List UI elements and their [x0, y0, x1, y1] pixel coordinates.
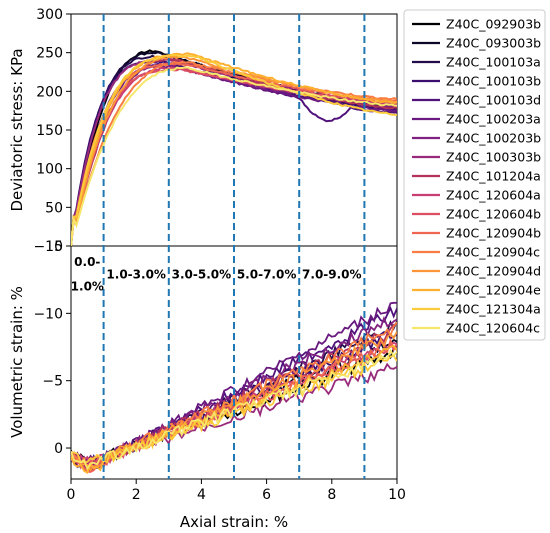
top-y-tick-label: 300 — [36, 7, 63, 23]
legend-entry-label: Z40C_092903b — [446, 17, 541, 32]
legend-entry-label: Z40C_100103d — [446, 93, 541, 108]
top-y-tick-label: 250 — [36, 46, 63, 62]
legend-entry-label: Z40C_120604b — [446, 207, 541, 222]
region-label: 1.0-3.0% — [106, 267, 166, 281]
top-y-tick-label: 200 — [36, 84, 63, 100]
legend-entry-label: Z40C_121304a — [446, 302, 541, 317]
legend-entry-label: Z40C_100103b — [446, 74, 541, 89]
legend-entry-label: Z40C_101204a — [446, 169, 541, 184]
legend-entry-label: Z40C_120904d — [446, 264, 541, 279]
bottom-y-tick-label: 0 — [54, 441, 63, 457]
region-labels: 0.0- 1.0%1.0-3.0% 3.0-5.0% 5.0-7.0% 7.0-9.0% — [71, 255, 362, 293]
legend-entry-label: Z40C_100203a — [446, 112, 541, 127]
legend-entry-label: Z40C_100303b — [446, 150, 541, 165]
legend-entry-label: Z40C_120604c — [446, 321, 540, 336]
legend-entry-label: Z40C_120904e — [446, 283, 541, 298]
top-y-tick-label: 100 — [36, 162, 63, 178]
x-tick-label: 6 — [262, 487, 271, 503]
legend-frame — [403, 9, 546, 341]
top-y-tick-label: 50 — [45, 200, 63, 216]
region-label: 5.0-7.0% — [237, 267, 297, 281]
strain-boundary-lines — [102, 14, 366, 479]
volumetric-series-line — [71, 348, 397, 471]
x-tick-label: 0 — [67, 487, 76, 503]
stress-series-line — [71, 54, 397, 246]
bottom-y-tick-label: −10 — [33, 306, 63, 322]
region-label: 0.0- — [74, 255, 100, 269]
legend: Z40C_092903b Z40C_093003b Z40C_100103a Z40C… — [403, 9, 546, 341]
x-tick-label: 4 — [197, 487, 206, 503]
top-y-tick-label: 0 — [54, 239, 63, 255]
legend-entry-label: Z40C_100203b — [446, 131, 541, 146]
region-label: 7.0-9.0% — [302, 267, 362, 281]
top-y-axis-label: Deviatoric stress: KPa — [8, 48, 26, 211]
legend-entry-label: Z40C_120904c — [446, 245, 540, 260]
top-y-tick-label: 150 — [36, 123, 63, 139]
bottom-y-tick-label: −5 — [42, 374, 63, 390]
region-label: 3.0-5.0% — [172, 267, 232, 281]
bottom-y-tick-label: −15 — [33, 239, 63, 255]
stress-series-line — [71, 52, 397, 246]
legend-entry-label: Z40C_120904b — [446, 226, 541, 241]
stress-series-line — [71, 66, 397, 246]
legend-entry-label: Z40C_100103a — [446, 55, 541, 70]
region-label: 1.0% — [71, 279, 104, 293]
x-tick-label: 10 — [388, 487, 406, 503]
legend-entry-label: Z40C_120604a — [446, 188, 541, 203]
bottom-y-axis-label: Volumetric strain: % — [8, 286, 26, 438]
x-tick-label: 2 — [132, 487, 141, 503]
legend-entry-label: Z40C_093003b — [446, 36, 541, 51]
x-axis-label: Axial strain: % — [180, 513, 288, 531]
x-tick-label: 8 — [327, 487, 336, 503]
